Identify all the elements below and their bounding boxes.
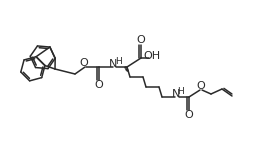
- Text: O: O: [80, 58, 88, 68]
- Text: H: H: [178, 87, 184, 97]
- Text: H: H: [115, 57, 121, 67]
- Text: O: O: [197, 81, 205, 91]
- Text: N: N: [109, 59, 117, 69]
- Text: O: O: [185, 110, 193, 120]
- Text: O: O: [137, 35, 145, 45]
- Text: O: O: [95, 80, 103, 90]
- Text: N: N: [172, 89, 180, 99]
- Text: OH: OH: [144, 51, 161, 61]
